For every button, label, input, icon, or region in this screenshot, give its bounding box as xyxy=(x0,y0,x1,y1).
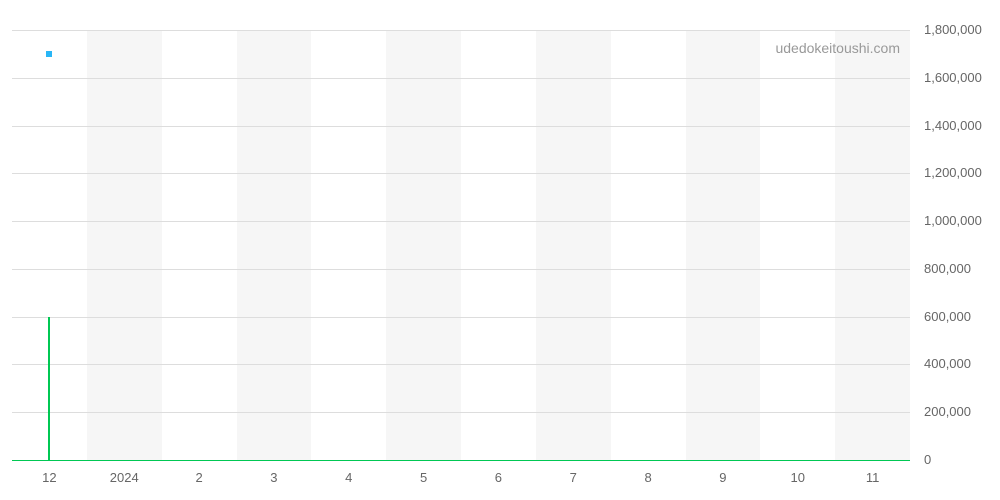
x-tick-label: 4 xyxy=(345,470,352,485)
y-tick-label: 200,000 xyxy=(924,404,971,419)
baseline xyxy=(12,460,910,461)
x-tick-label: 2 xyxy=(195,470,202,485)
gridline xyxy=(12,317,910,318)
chart-band xyxy=(835,30,910,460)
price-chart: udedokeitoushi.com 0 200,000 400,000 600,00… xyxy=(0,0,1000,500)
y-tick-label: 400,000 xyxy=(924,356,971,371)
chart-band xyxy=(237,30,312,460)
x-tick-label: 8 xyxy=(644,470,651,485)
x-tick-label: 12 xyxy=(42,470,56,485)
chart-band xyxy=(536,30,611,460)
x-tick-label: 11 xyxy=(866,470,880,485)
y-tick-label: 1,600,000 xyxy=(924,70,982,85)
y-tick-label: 600,000 xyxy=(924,309,971,324)
y-tick-label: 1,200,000 xyxy=(924,165,982,180)
plot-area xyxy=(12,30,910,460)
gridline xyxy=(12,364,910,365)
chart-band xyxy=(87,30,162,460)
chart-band xyxy=(461,30,536,460)
gridline xyxy=(12,30,910,31)
chart-band xyxy=(162,30,237,460)
x-tick-label: 6 xyxy=(495,470,502,485)
chart-band xyxy=(386,30,461,460)
gridline xyxy=(12,269,910,270)
y-tick-label: 1,800,000 xyxy=(924,22,982,37)
chart-band xyxy=(686,30,761,460)
gridline xyxy=(12,126,910,127)
x-tick-label: 3 xyxy=(270,470,277,485)
gridline xyxy=(12,412,910,413)
watermark-text: udedokeitoushi.com xyxy=(775,40,900,56)
x-tick-label: 2024 xyxy=(110,470,139,485)
chart-band xyxy=(611,30,686,460)
chart-band xyxy=(311,30,386,460)
x-tick-label: 9 xyxy=(719,470,726,485)
y-tick-label: 1,400,000 xyxy=(924,118,982,133)
y-tick-label: 0 xyxy=(924,452,931,467)
bar xyxy=(48,317,50,460)
gridline xyxy=(12,78,910,79)
line-marker xyxy=(46,51,52,57)
x-tick-label: 7 xyxy=(570,470,577,485)
y-tick-label: 800,000 xyxy=(924,261,971,276)
gridline xyxy=(12,221,910,222)
x-tick-label: 10 xyxy=(791,470,805,485)
x-tick-label: 5 xyxy=(420,470,427,485)
y-tick-label: 1,000,000 xyxy=(924,213,982,228)
chart-band xyxy=(760,30,835,460)
gridline xyxy=(12,173,910,174)
